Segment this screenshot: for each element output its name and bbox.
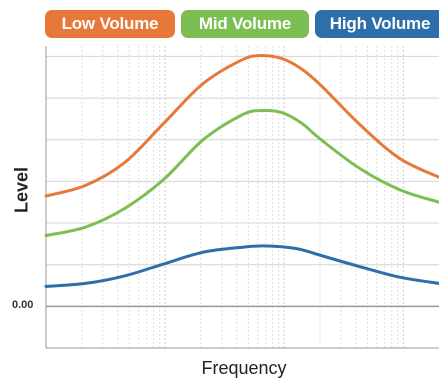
legend-low-volume: Low Volume (45, 10, 175, 38)
axes (45, 46, 439, 349)
high-volume-curve (44, 244, 439, 288)
x-axis-title: Frequency (201, 358, 287, 378)
legend-high-volume: High Volume (315, 10, 439, 38)
legend-mid-volume: Mid Volume (181, 10, 309, 38)
y-axis-title: Level (11, 166, 32, 214)
low-volume-curve (44, 54, 439, 198)
curves (44, 54, 439, 288)
y-tick-label-zero: 0.00 (12, 299, 34, 312)
grid (46, 46, 439, 349)
mid-volume-curve (44, 108, 439, 237)
